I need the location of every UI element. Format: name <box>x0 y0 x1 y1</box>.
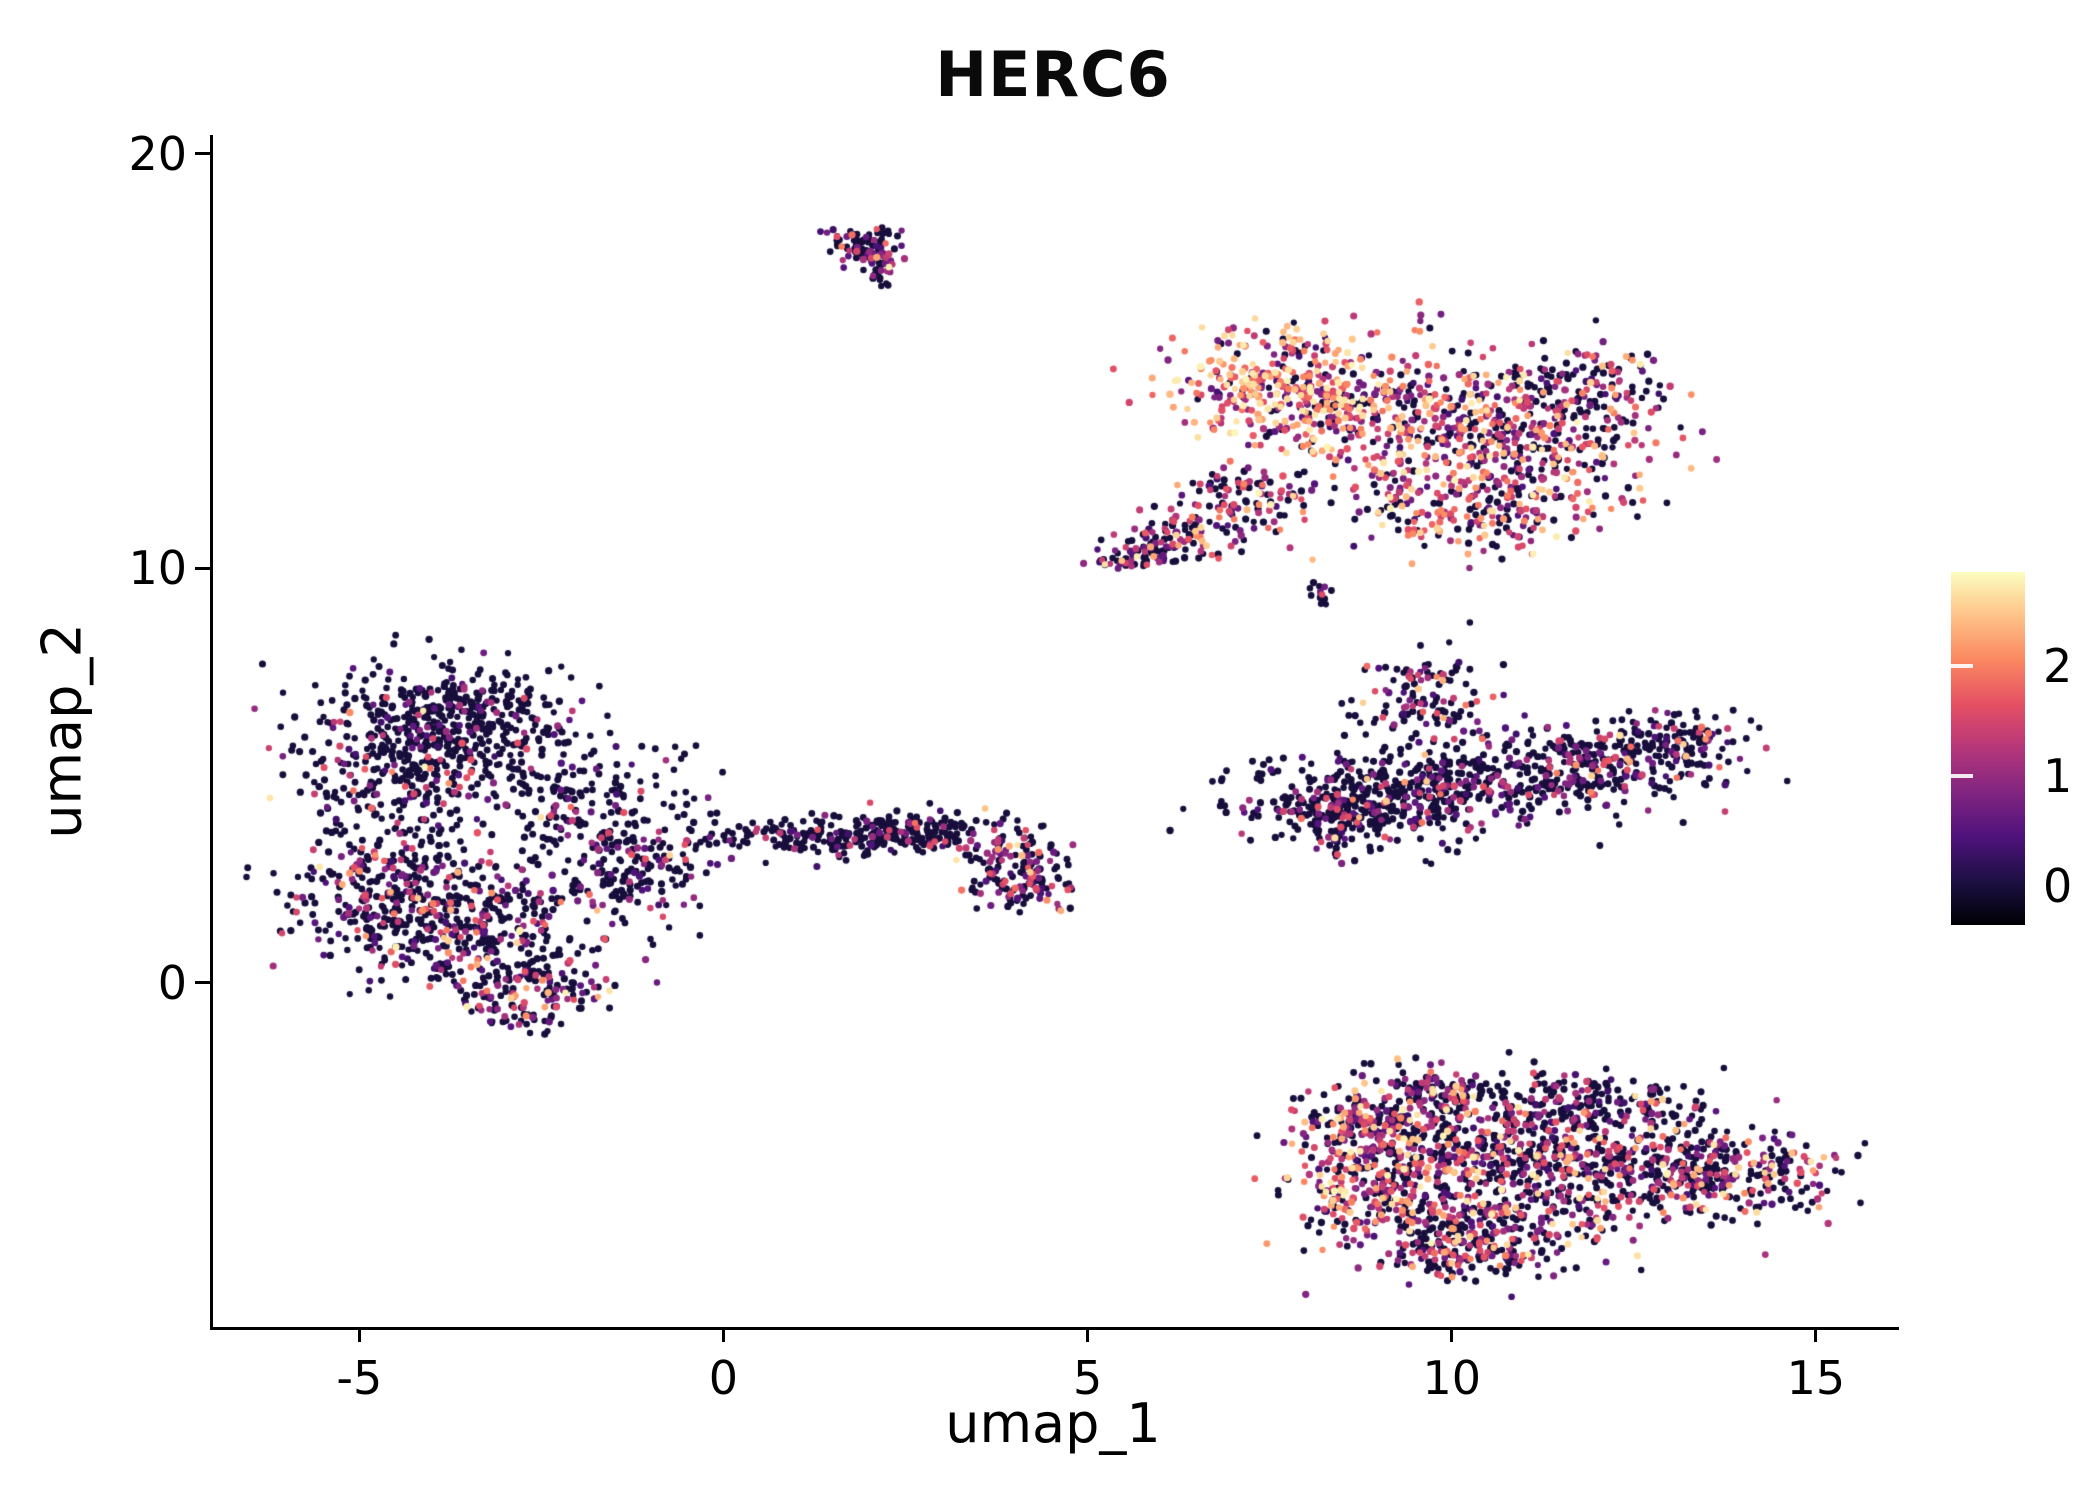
x-axis-label: umap_1 <box>945 1392 1161 1455</box>
x-tick-label: 15 <box>1786 1351 1846 1405</box>
colorbar-tick-label: 2 <box>2043 638 2073 693</box>
x-tick-label: 0 <box>708 1351 739 1405</box>
y-tick-label: 0 <box>157 955 187 1010</box>
colorbar-tick-label: 0 <box>2043 859 2073 914</box>
x-tick-mark <box>1086 1327 1090 1342</box>
y-tick-mark <box>195 981 210 985</box>
colorbar-tick-mark <box>1951 774 1973 779</box>
y-tick-mark <box>195 566 210 570</box>
x-tick-mark <box>1814 1327 1818 1342</box>
x-tick-mark <box>721 1327 725 1342</box>
plot-title: HERC6 <box>935 38 1171 111</box>
colorbar-tick-label: 1 <box>2043 749 2073 804</box>
y-tick-label: 20 <box>128 126 187 181</box>
x-tick-label: 5 <box>1072 1351 1103 1405</box>
colorbar-tick-mark <box>1951 663 1973 668</box>
colorbar-gradient <box>1951 572 2025 925</box>
x-tick-mark <box>1450 1327 1454 1342</box>
x-tick-label: 10 <box>1422 1351 1481 1405</box>
y-tick-mark <box>195 152 210 156</box>
x-tick-mark <box>357 1327 361 1342</box>
y-axis-label-text: umap_2 <box>30 623 94 839</box>
x-tick-label: -5 <box>336 1351 383 1405</box>
umap-scatter-canvas <box>213 135 1899 1327</box>
y-tick-label: 10 <box>128 541 187 596</box>
